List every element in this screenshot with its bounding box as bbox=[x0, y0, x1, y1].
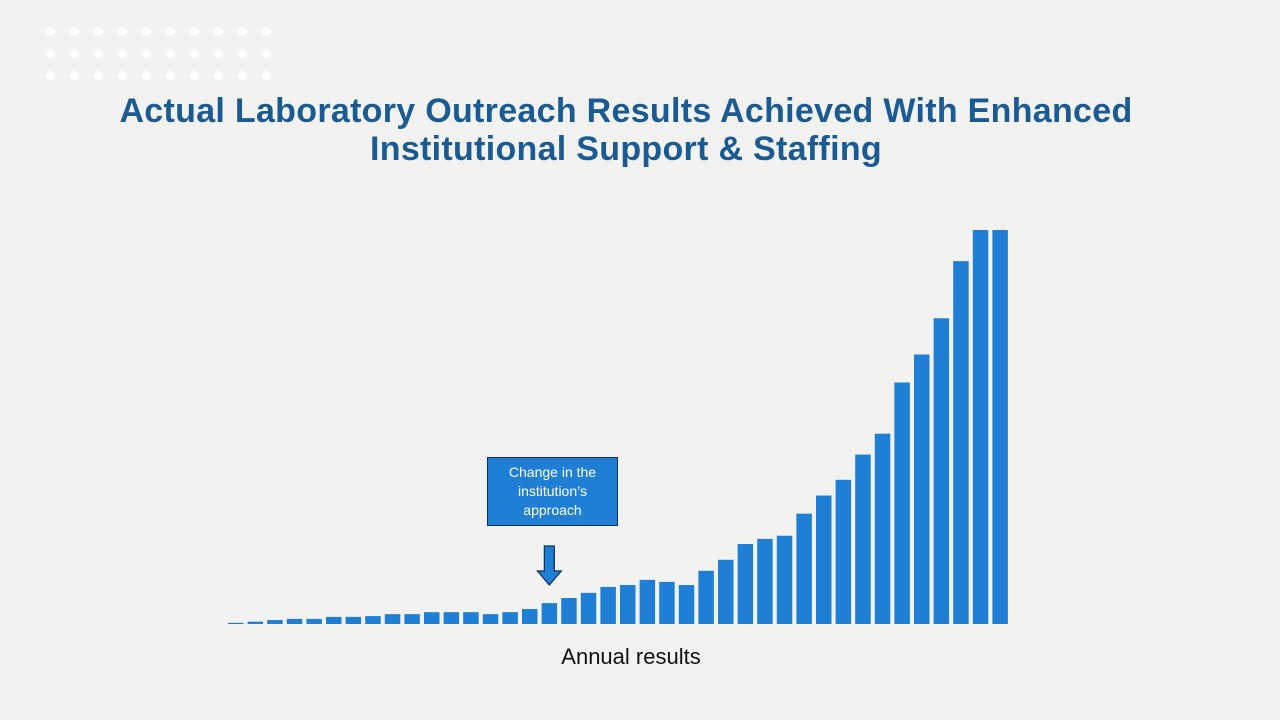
bar-39 bbox=[972, 230, 989, 624]
bar-40 bbox=[992, 230, 1008, 624]
decorative-dot bbox=[165, 26, 175, 36]
decorative-dot bbox=[117, 48, 127, 58]
callout-line-2: institution’s bbox=[517, 483, 587, 499]
bar-32 bbox=[835, 479, 852, 624]
decorative-dot bbox=[93, 70, 103, 80]
bar-23 bbox=[659, 581, 675, 624]
chart-title: Actual Laboratory Outreach Results Achie… bbox=[40, 92, 1212, 168]
decorative-dot bbox=[189, 70, 199, 80]
bar-4 bbox=[286, 618, 303, 624]
decorative-dot bbox=[45, 48, 55, 58]
callout-line-1: Change in the bbox=[508, 464, 597, 480]
bar-17 bbox=[541, 603, 558, 624]
decorative-dot bbox=[141, 26, 151, 36]
decorative-dot bbox=[165, 70, 175, 80]
decorative-dot-grid bbox=[38, 20, 278, 86]
callout-line-3: approach bbox=[523, 502, 582, 518]
decorative-dot bbox=[165, 48, 175, 58]
bar-7 bbox=[345, 616, 362, 624]
bar-34 bbox=[874, 433, 891, 624]
bar-36 bbox=[914, 354, 930, 624]
annotation-down-arrow-icon bbox=[536, 545, 563, 586]
decorative-dot bbox=[213, 70, 223, 80]
bar-38 bbox=[953, 261, 969, 624]
decorative-dot bbox=[93, 26, 103, 36]
bar-5 bbox=[306, 618, 322, 624]
bar-9 bbox=[384, 614, 401, 624]
bar-37 bbox=[933, 318, 950, 624]
decorative-dot bbox=[213, 48, 223, 58]
bar-2 bbox=[247, 621, 264, 624]
x-axis-label: Annual results bbox=[561, 644, 701, 669]
decorative-dot bbox=[261, 48, 271, 58]
bar-11 bbox=[424, 612, 440, 624]
annotation-callout-box: Change in the institution’s approach bbox=[487, 457, 618, 526]
bar-18 bbox=[561, 598, 577, 624]
bar-24 bbox=[678, 584, 695, 624]
bar-27 bbox=[737, 544, 754, 624]
decorative-dot bbox=[117, 70, 127, 80]
bar-30 bbox=[796, 513, 812, 624]
chart-title-line-2: Institutional Support & Staffing bbox=[370, 130, 882, 168]
bar-10 bbox=[404, 614, 420, 624]
bar-12 bbox=[443, 612, 460, 624]
bar-3 bbox=[267, 620, 283, 624]
bar-16 bbox=[522, 609, 538, 624]
decorative-dot bbox=[213, 26, 223, 36]
decorative-dot bbox=[45, 70, 55, 80]
decorative-dot bbox=[45, 26, 55, 36]
decorative-dot bbox=[237, 70, 247, 80]
bar-19 bbox=[580, 592, 597, 624]
bar-13 bbox=[463, 612, 479, 624]
bar-28 bbox=[757, 538, 773, 624]
bar-35 bbox=[894, 382, 910, 624]
decorative-dot bbox=[237, 48, 247, 58]
decorative-dot bbox=[69, 48, 79, 58]
bar-14 bbox=[482, 614, 499, 624]
decorative-dot bbox=[93, 48, 103, 58]
bar-8 bbox=[365, 616, 381, 624]
bar-22 bbox=[639, 579, 656, 624]
decorative-dot bbox=[117, 26, 127, 36]
bar-29 bbox=[776, 535, 793, 624]
decorative-dot bbox=[189, 48, 199, 58]
bar-25 bbox=[698, 570, 714, 624]
bar-21 bbox=[620, 584, 636, 624]
bar-26 bbox=[718, 559, 734, 624]
decorative-dot bbox=[261, 26, 271, 36]
decorative-dot bbox=[69, 70, 79, 80]
bar-31 bbox=[816, 495, 832, 624]
decorative-dot bbox=[141, 48, 151, 58]
decorative-dot bbox=[189, 26, 199, 36]
bar-15 bbox=[502, 612, 518, 624]
decorative-dot bbox=[237, 26, 247, 36]
bar-33 bbox=[855, 454, 871, 624]
bar-1 bbox=[228, 622, 244, 624]
decorative-dot bbox=[261, 70, 271, 80]
bar-20 bbox=[600, 586, 616, 624]
chart-title-line-1: Actual Laboratory Outreach Results Achie… bbox=[119, 92, 1133, 130]
bar-6 bbox=[326, 616, 342, 624]
decorative-dot bbox=[141, 70, 151, 80]
decorative-dot bbox=[69, 26, 79, 36]
